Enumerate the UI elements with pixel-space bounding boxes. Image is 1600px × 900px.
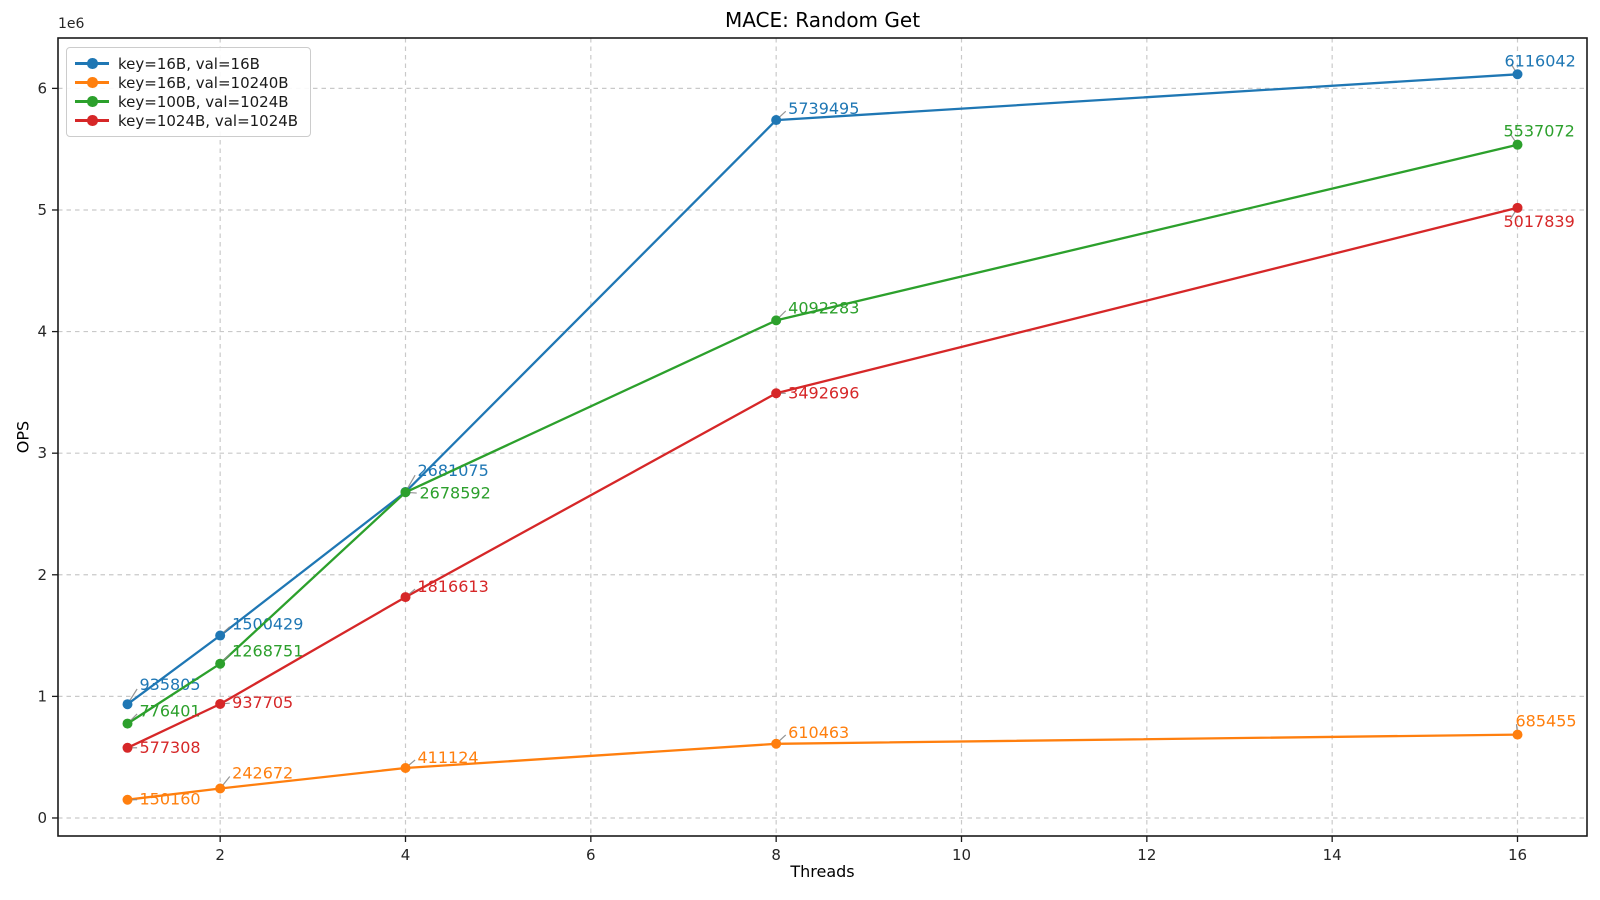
x-axis-label: Threads	[790, 862, 855, 881]
y-axis-offset-text: 1e6	[58, 16, 85, 32]
data-point	[215, 783, 226, 794]
data-point	[122, 794, 133, 805]
legend-marker-icon	[75, 115, 109, 127]
data-point	[771, 738, 782, 749]
legend-label: key=16B, val=10240B	[118, 73, 289, 92]
data-point	[215, 658, 226, 669]
legend-marker-icon	[75, 58, 109, 70]
point-value-label: 3492696	[788, 383, 859, 402]
x-tick-label: 8	[771, 846, 781, 864]
chart-title: MACE: Random Get	[724, 8, 921, 32]
y-tick-label: 1	[37, 687, 47, 705]
y-tick-label: 4	[37, 323, 47, 341]
x-tick-label: 2	[215, 846, 225, 864]
legend-label: key=16B, val=16B	[118, 54, 260, 73]
x-tick-label: 16	[1508, 846, 1527, 864]
point-value-label: 610463	[788, 723, 849, 742]
y-tick-label: 3	[37, 444, 47, 462]
legend-label: key=1024B, val=1024B	[118, 111, 299, 130]
y-tick-label: 0	[37, 809, 47, 827]
data-point	[1512, 69, 1523, 80]
data-point	[122, 742, 133, 753]
data-point	[771, 115, 782, 126]
x-tick-label: 12	[1137, 846, 1156, 864]
point-value-label: 411124	[418, 748, 479, 767]
legend-item-0: key=16B, val=16B	[75, 54, 298, 73]
data-point	[122, 699, 133, 710]
legend-marker-icon	[75, 77, 109, 89]
data-point	[122, 718, 133, 729]
x-tick-label: 6	[586, 846, 596, 864]
series-line-3	[126, 206, 1519, 749]
point-value-label: 5537072	[1504, 122, 1575, 141]
legend: key=16B, val=16B key=16B, val=10240B key=1…	[66, 47, 312, 137]
legend-label: key=100B, val=1024B	[118, 92, 289, 111]
x-tick-label: 14	[1323, 846, 1342, 864]
point-value-label: 577308	[140, 738, 201, 757]
legend-item-3: key=1024B, val=1024B	[75, 111, 298, 130]
y-tick-label: 5	[37, 201, 47, 219]
axes-spines	[57, 37, 1588, 837]
y-tick-label: 6	[37, 79, 47, 97]
legend-item-1: key=16B, val=10240B	[75, 73, 298, 92]
data-point	[771, 315, 782, 326]
x-tick-label: 4	[401, 846, 411, 864]
x-tick-label: 10	[952, 846, 971, 864]
legend-item-2: key=100B, val=1024B	[75, 92, 298, 111]
data-point	[1512, 729, 1523, 740]
point-value-label: 150160	[140, 790, 201, 809]
data-point	[215, 630, 226, 641]
data-point	[400, 762, 411, 773]
point-value-label: 2678592	[420, 483, 491, 502]
point-value-label: 937705	[232, 693, 293, 712]
point-value-label: 1500429	[232, 615, 303, 634]
point-value-label: 5739495	[788, 99, 859, 118]
point-value-label: 5017839	[1504, 212, 1575, 231]
data-point	[215, 698, 226, 709]
point-value-label: 4092283	[788, 298, 859, 317]
point-value-label: 1816613	[418, 577, 489, 596]
data-point	[1512, 202, 1523, 213]
y-tick-label: 2	[37, 566, 47, 584]
point-value-label: 242672	[232, 763, 293, 782]
series-line-1	[126, 733, 1519, 801]
point-value-label: 685455	[1516, 712, 1577, 731]
legend-marker-icon	[75, 96, 109, 108]
data-point	[400, 487, 411, 498]
point-value-label: 935805	[140, 675, 201, 694]
data-point	[400, 592, 411, 603]
point-value-label: 6116042	[1505, 51, 1576, 70]
data-point	[771, 388, 782, 399]
y-axis-label: OPS	[13, 420, 33, 454]
point-value-label: 776401	[140, 702, 201, 721]
point-value-label: 1268751	[232, 642, 303, 661]
data-point	[1512, 139, 1523, 150]
